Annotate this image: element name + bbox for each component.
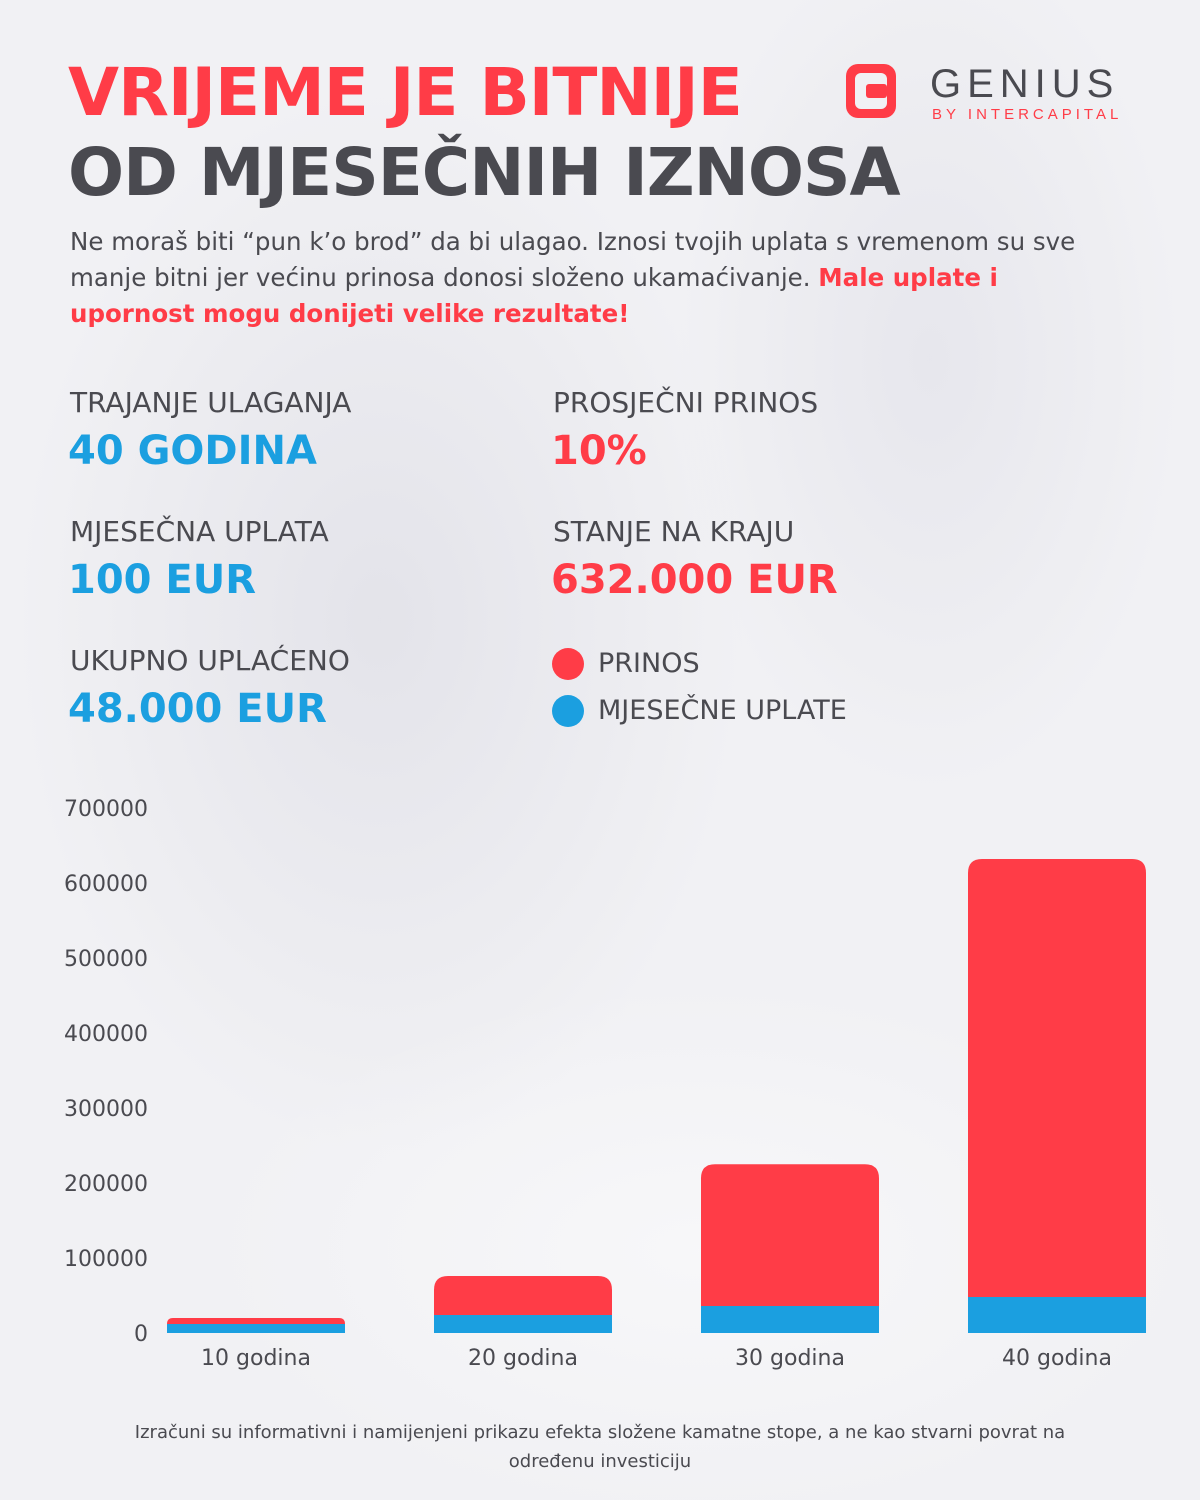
intro-text: Ne moraš biti “pun k’o brod” da bi ulaga… [70, 227, 1076, 292]
stacked-bar-chart: 0 100000 200000 300000 400000 500000 600000 700… [64, 797, 1146, 1371]
stat-return-label: PROSJEČNI PRINOS [553, 386, 819, 419]
genius-g-logo-icon [846, 64, 896, 118]
bar-segment-returns [968, 859, 1146, 1297]
y-tick-label: 0 [134, 1322, 148, 1347]
stat-duration-value: 40 GODINA [68, 428, 317, 474]
y-tick-label: 300000 [64, 1097, 148, 1122]
y-tick-label: 100000 [64, 1247, 148, 1272]
x-category-label: 30 godina [735, 1346, 845, 1371]
page-title-line2: OD MJESEČNIH IZNOSA [68, 134, 901, 211]
bar-segment-contributions [701, 1306, 879, 1333]
stat-final-label: STANJE NA KRAJU [553, 515, 795, 548]
stat-total-value: 48.000 EUR [68, 686, 327, 732]
logo-name: GENIUS [930, 62, 1120, 106]
x-category-label: 10 godina [201, 1346, 311, 1371]
stat-duration-label: TRAJANJE ULAGANJA [70, 386, 352, 419]
logo-subtitle: BY INTERCAPITAL [932, 106, 1123, 123]
bar-segment-returns [167, 1318, 345, 1324]
bar-segment-contributions [968, 1297, 1146, 1333]
stat-final-value: 632.000 EUR [551, 557, 838, 603]
stat-total-label: UKUPNO UPLAĆENO [70, 644, 350, 677]
x-category-label: 20 godina [468, 1346, 578, 1371]
bar-segment-contributions [434, 1315, 612, 1333]
intro-highlight: Male uplate i upornost mogu donijeti vel… [70, 263, 998, 328]
y-tick-label: 200000 [64, 1172, 148, 1197]
y-tick-label: 700000 [64, 797, 148, 822]
stat-monthly-label: MJESEČNA UPLATA [70, 515, 329, 548]
intro-paragraph: Ne moraš biti “pun k’o brod” da bi ulaga… [70, 224, 1130, 332]
x-category-label: 40 godina [1002, 1346, 1112, 1371]
bar-segment-returns [701, 1164, 879, 1306]
legend-dot-returns [552, 648, 584, 680]
legend-label-contributions: MJESEČNE UPLATE [598, 695, 847, 726]
legend-dot-contributions [552, 695, 584, 727]
y-tick-label: 600000 [64, 872, 148, 897]
legend-label-returns: PRINOS [598, 648, 700, 679]
footnote: Izračuni su informativni i namijenjeni p… [134, 1422, 1066, 1472]
stat-return-value: 10% [551, 428, 647, 474]
genius-logo: GENIUS BY INTERCAPITAL [846, 62, 1146, 124]
bar-segment-returns [434, 1276, 612, 1315]
y-tick-label: 500000 [64, 947, 148, 972]
bar-segment-contributions [167, 1324, 345, 1333]
y-tick-label: 400000 [64, 1022, 148, 1047]
page-title-line1: VRIJEME JE BITNIJE [68, 54, 743, 131]
stat-monthly-value: 100 EUR [68, 557, 257, 603]
